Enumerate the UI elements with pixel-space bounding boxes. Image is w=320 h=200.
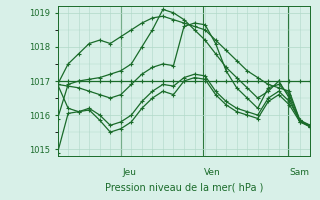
Text: Pression niveau de la mer( hPa ): Pression niveau de la mer( hPa ) [105,183,263,193]
Text: Sam: Sam [289,168,309,177]
Text: Ven: Ven [204,168,221,177]
Text: Jeu: Jeu [122,168,136,177]
